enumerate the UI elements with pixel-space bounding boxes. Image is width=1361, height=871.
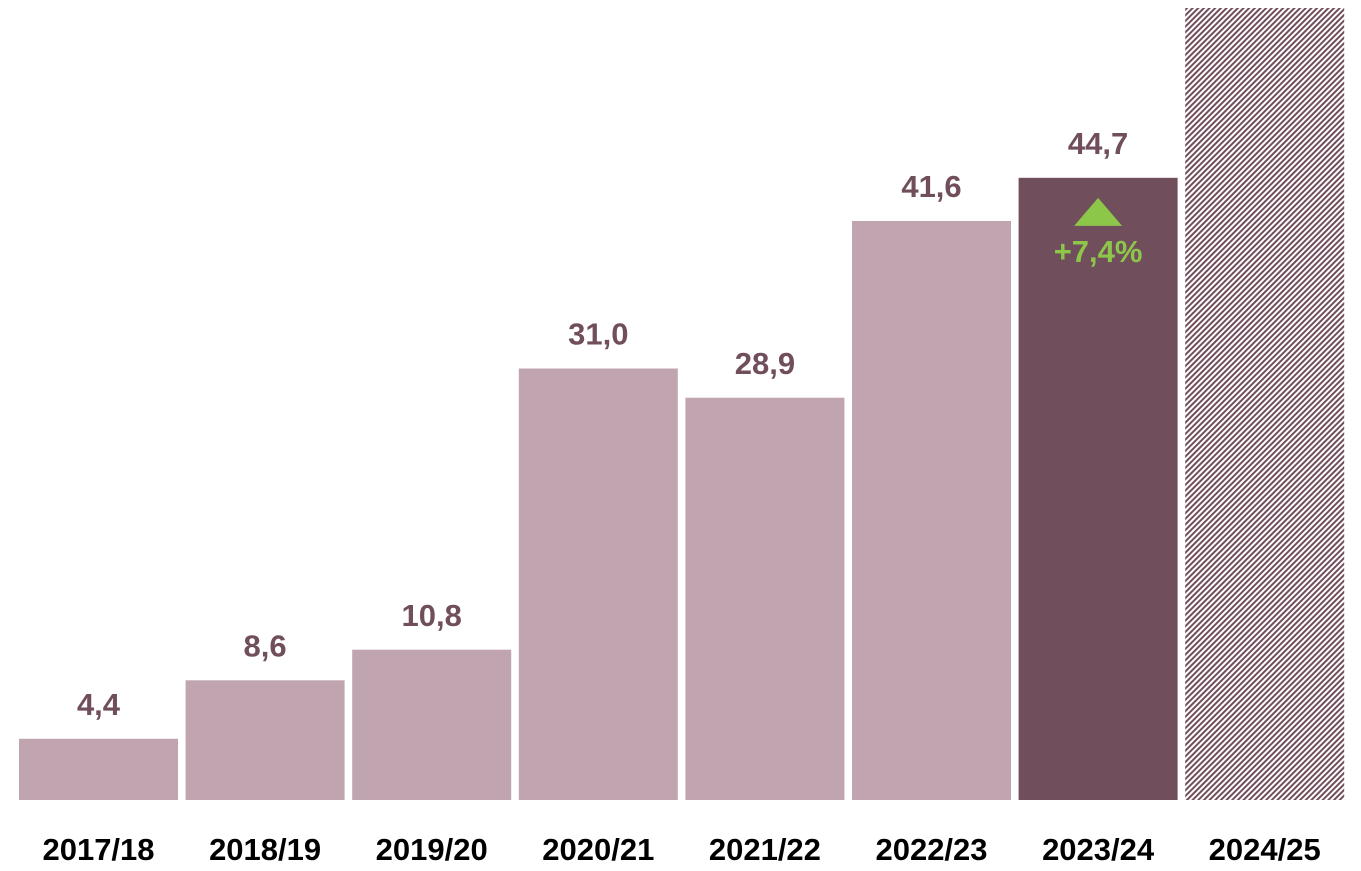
up-arrow [1074,197,1123,226]
value-label: 8,6 [244,628,287,663]
bar [852,220,1011,801]
x-tick-label: 2019/20 [376,832,488,867]
x-tick-label: 2020/21 [542,832,654,867]
change-label: +7,4% [1054,234,1143,269]
placeholder-bar [1185,8,1345,800]
x-tick-label: 2023/24 [1042,832,1155,867]
value-label: 28,9 [735,346,795,381]
value-label: 4,4 [77,687,121,722]
x-tick-label: 2022/23 [875,832,987,867]
bar [185,680,345,800]
bar [1018,177,1178,800]
bar [19,738,178,800]
bar [685,397,845,800]
bar [352,649,512,800]
bar [518,368,678,800]
x-tick-label: 2021/22 [709,832,821,867]
x-tick-label: 2024/25 [1209,832,1321,867]
value-label: 44,7 [1068,126,1128,161]
x-tick-label: 2017/18 [42,832,154,867]
x-tick-label: 2018/19 [209,832,321,867]
value-label: 31,0 [568,317,628,352]
value-label: 41,6 [901,169,961,204]
value-label: 10,8 [402,598,462,633]
